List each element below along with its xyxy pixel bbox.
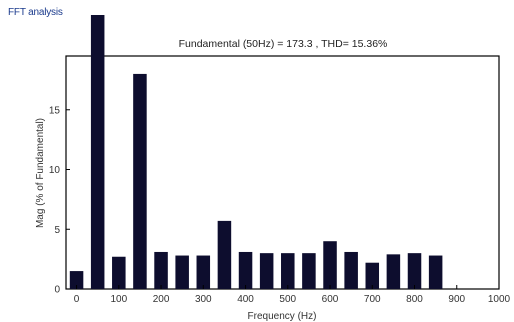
x-tick-label: 1000	[488, 294, 511, 305]
y-ticks-layer: 0 5 10 15	[49, 105, 70, 296]
bars-layer	[69, 15, 443, 289]
bar-850hz	[428, 255, 443, 289]
x-tick-label: 500	[279, 294, 296, 305]
bar-550hz	[302, 253, 316, 289]
bar-50hz	[90, 15, 105, 289]
y-tick-label: 5	[54, 225, 60, 236]
bar-200hz	[154, 251, 168, 289]
x-axis-label: Frequency (Hz)	[248, 311, 317, 322]
bar-650hz	[344, 251, 358, 289]
x-tick-label: 0	[74, 294, 80, 305]
window-title: FFT analysis	[8, 7, 63, 18]
x-ticks-layer: 0 100 200 300 400 500 600 700 800 900 1000	[74, 285, 511, 305]
x-tick-label: 600	[322, 294, 339, 305]
bar-750hz	[386, 254, 401, 289]
bar-250hz	[175, 255, 189, 289]
x-tick-label: 900	[448, 294, 465, 305]
bar-450hz	[259, 253, 274, 289]
bar-150hz	[133, 73, 147, 289]
bar-400hz	[238, 251, 253, 289]
x-tick-label: 700	[364, 294, 381, 305]
y-axis-label: Mag (% of Fundamental)	[35, 118, 46, 228]
chart-title: Fundamental (50Hz) = 173.3 , THD= 15.36%	[179, 38, 388, 50]
x-tick-label: 200	[153, 294, 170, 305]
y-tick-label: 15	[49, 105, 61, 116]
x-tick-label: 300	[195, 294, 212, 305]
bar-500hz	[281, 253, 295, 289]
x-tick-label: 100	[110, 294, 127, 305]
bar-100hz	[112, 256, 126, 289]
bar-350hz	[217, 220, 232, 289]
bar-300hz	[196, 255, 211, 289]
x-tick-label: 800	[406, 294, 423, 305]
bar-800hz	[407, 253, 422, 289]
bar-700hz	[365, 262, 380, 289]
x-tick-label: 400	[237, 294, 254, 305]
bar-600hz	[323, 241, 337, 289]
bar-0hz	[69, 271, 84, 289]
y-tick-label: 0	[54, 285, 60, 296]
y-tick-label: 10	[49, 165, 61, 176]
